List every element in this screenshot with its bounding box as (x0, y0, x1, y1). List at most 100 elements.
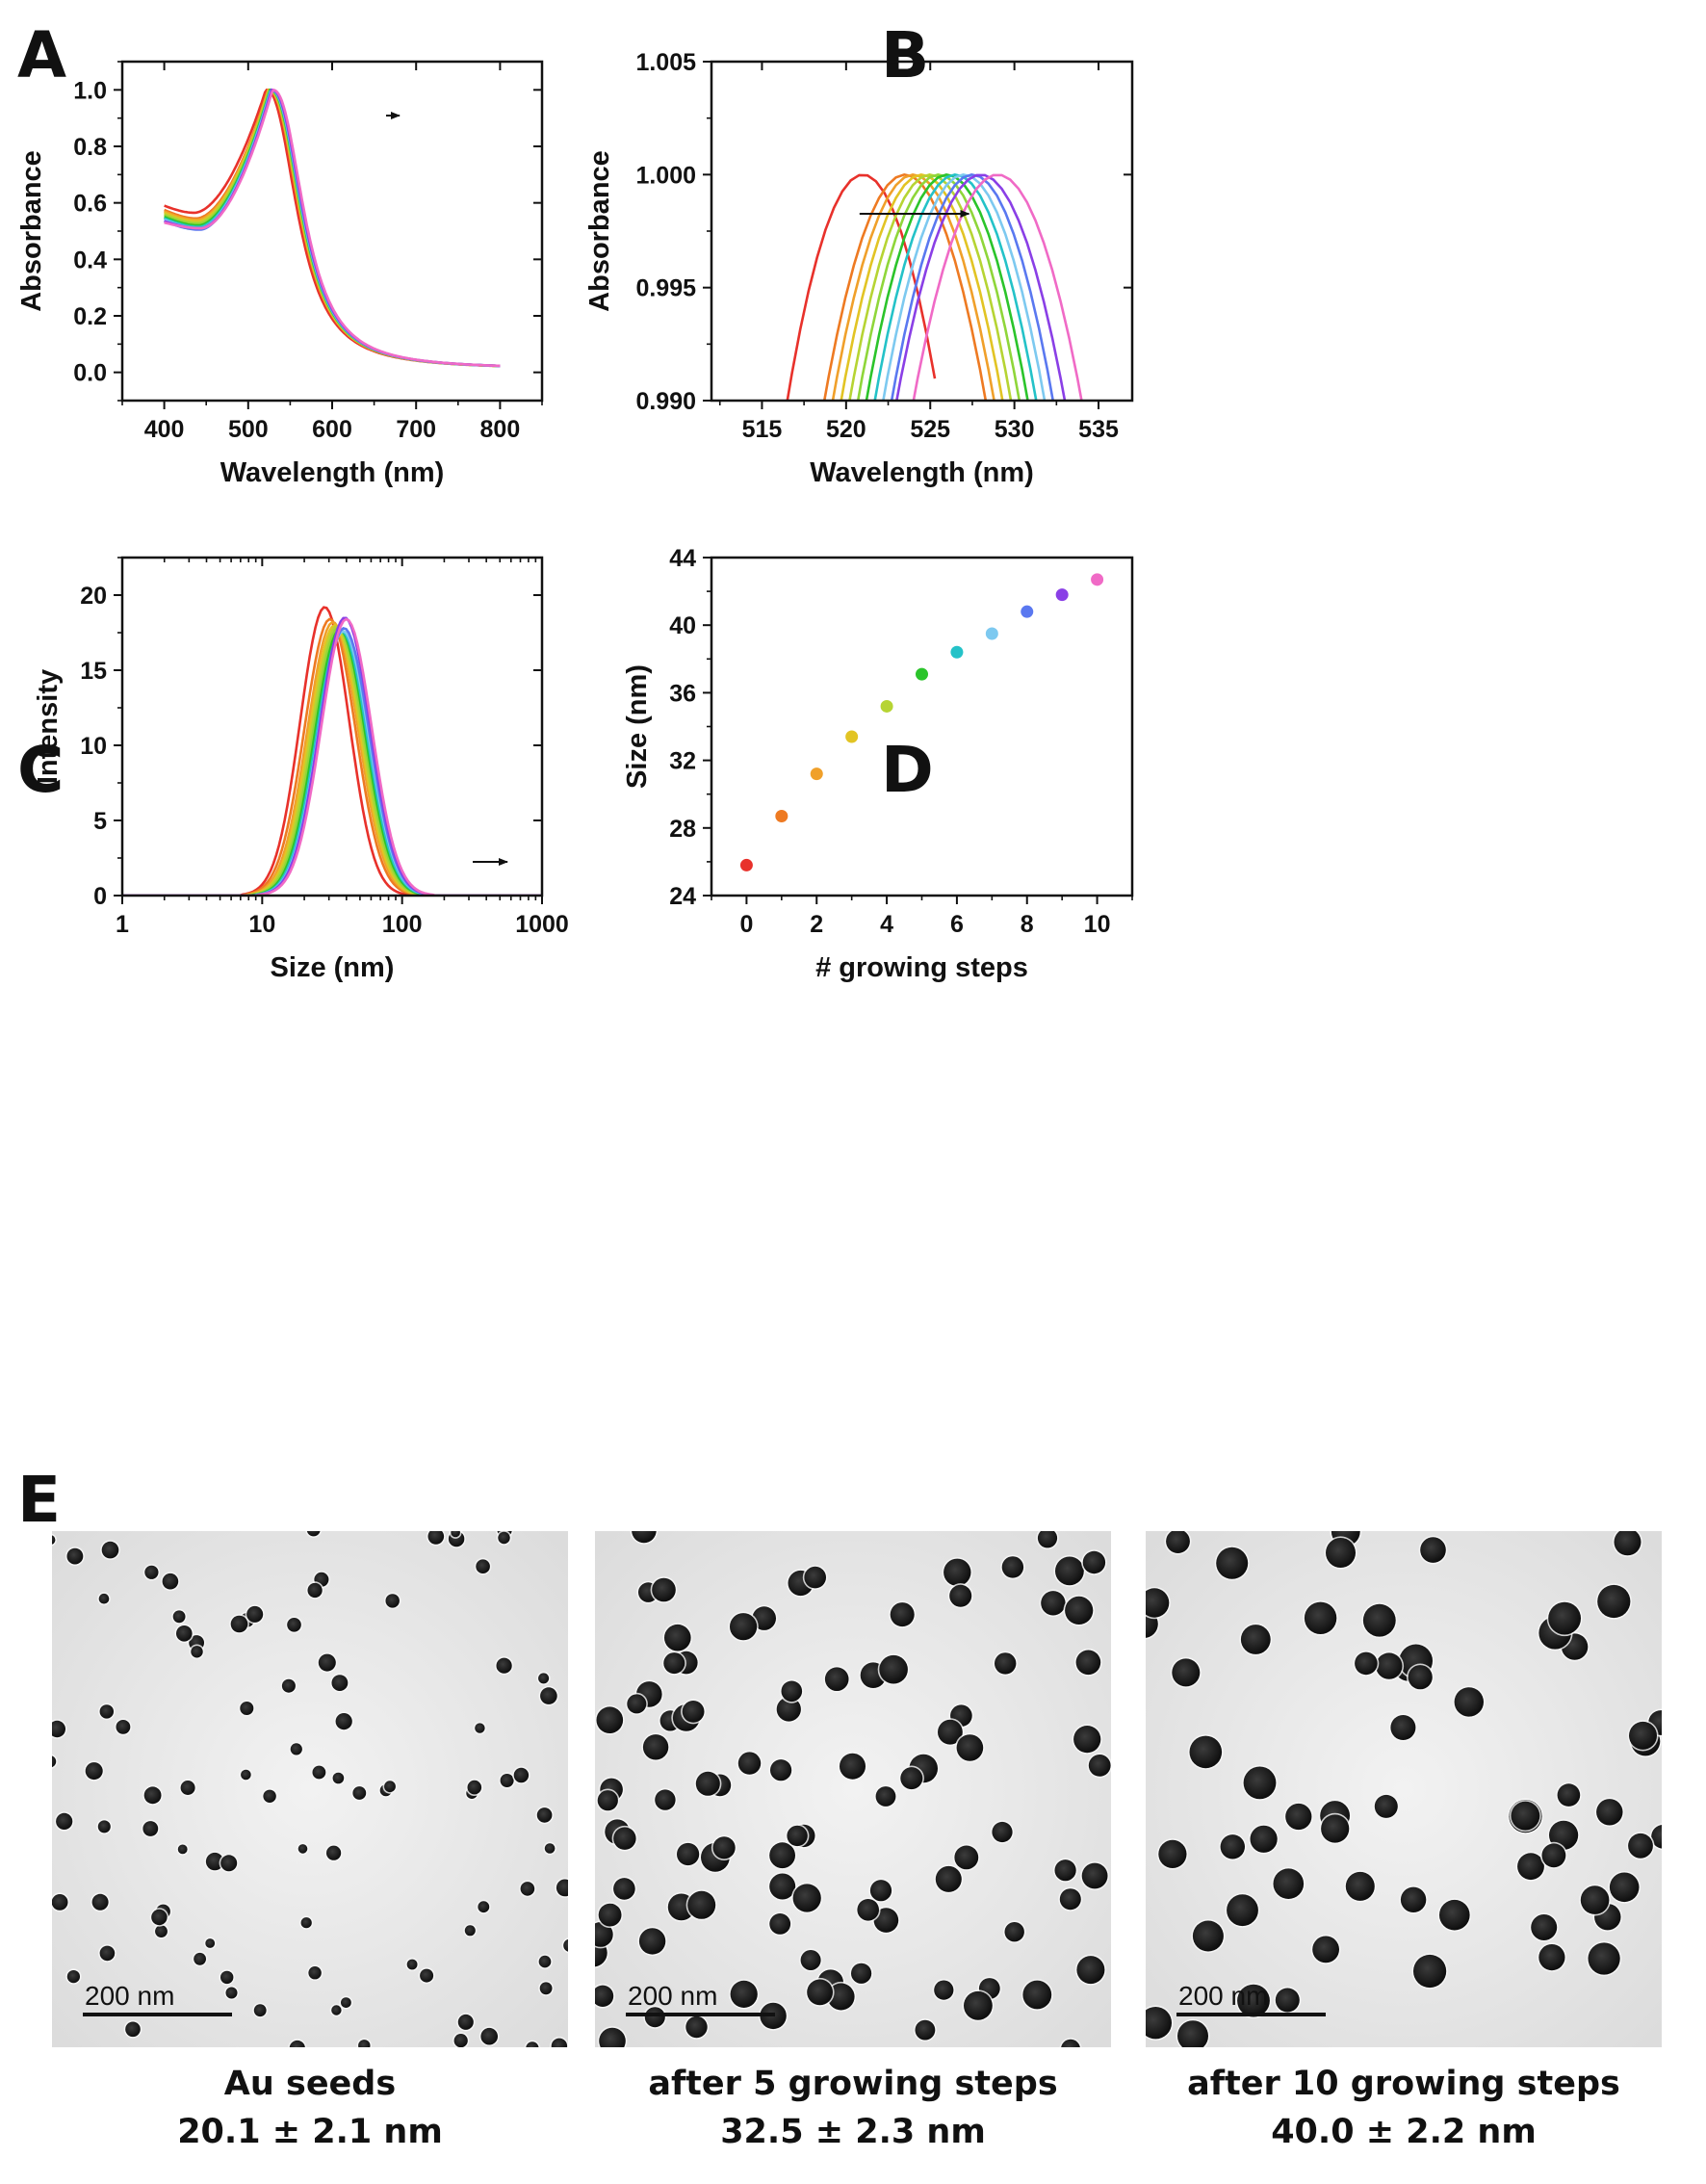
plot-data-b (786, 172, 1083, 401)
x-tick-label: 400 (144, 416, 185, 443)
nanoparticle (144, 1565, 159, 1579)
data-point (845, 730, 859, 743)
nanoparticle (1166, 1531, 1190, 1553)
nanoparticle (1022, 1980, 1052, 2010)
x-tick-label: 535 (1078, 416, 1119, 443)
nanoparticle (1376, 1652, 1403, 1679)
nanoparticle (326, 1845, 342, 1860)
nanoparticle (652, 1577, 676, 1602)
plot-data-d (739, 573, 1104, 871)
nanoparticle (1596, 1799, 1623, 1826)
nanoparticle (526, 2041, 539, 2047)
nanoparticle (655, 1789, 676, 1810)
nanoparticle (1250, 1825, 1278, 1853)
nanoparticle (1588, 1942, 1620, 1975)
x-tick-label: 520 (826, 416, 866, 443)
nanoparticle (318, 1653, 336, 1672)
spectrum-line (164, 88, 501, 368)
nanoparticle (420, 1968, 434, 1983)
nanoparticle (99, 1704, 115, 1719)
nanoparticle (1273, 1868, 1305, 1899)
nanoparticle (97, 1820, 111, 1833)
y-tick-label: 0.0 (73, 360, 107, 387)
nanoparticle (205, 1938, 216, 1948)
nanoparticle (1004, 1922, 1024, 1942)
nanoparticle (1517, 1853, 1544, 1881)
plot-data-c (122, 606, 542, 896)
spectrum-line (164, 88, 501, 368)
distribution-line (122, 626, 542, 896)
nanoparticle (1355, 1651, 1378, 1676)
nanoparticle (263, 1789, 276, 1804)
nanoparticle (769, 1913, 791, 1935)
nanoparticle (478, 1901, 490, 1913)
nanoparticle (1541, 1843, 1566, 1868)
tem-caption-line2: 20.1 ± 2.1 nm (177, 2113, 443, 2151)
nanoparticle (1609, 1872, 1640, 1903)
nanoparticle (453, 2034, 468, 2047)
nanoparticle (56, 1812, 73, 1830)
nanoparticle (664, 1624, 691, 1651)
nanoparticle (1614, 1531, 1641, 1556)
nanoparticle (556, 1879, 568, 1897)
nanoparticle (1439, 1899, 1470, 1931)
nanoparticle (840, 1753, 866, 1780)
data-point (739, 858, 753, 871)
nanoparticle (162, 1573, 179, 1590)
nanoparticle (875, 1786, 896, 1807)
nanoparticle (687, 1890, 716, 1919)
nanoparticle (306, 1531, 321, 1537)
nanoparticle (52, 1894, 68, 1911)
nanoparticle (1511, 1801, 1540, 1831)
y-tick-label: 24 (669, 883, 696, 910)
nanoparticle (1227, 1894, 1258, 1927)
nanoparticle (1189, 1735, 1223, 1769)
nanoparticle (663, 1652, 685, 1675)
nanoparticle (1345, 1871, 1375, 1901)
nanoparticle (500, 1774, 514, 1787)
data-point (880, 699, 893, 713)
x-tick-label: 1000 (515, 911, 569, 938)
nanoparticle (595, 1985, 614, 2007)
tem-caption-line1: Au seeds (224, 2065, 396, 2103)
nanoparticle (677, 1842, 700, 1866)
nanoparticle (385, 1594, 400, 1608)
y-tick-label: 44 (669, 545, 696, 572)
nanoparticle (358, 2040, 371, 2047)
nanoparticle (1304, 1601, 1337, 1635)
x-tick-label: 6 (950, 911, 964, 938)
nanoparticle (873, 1908, 899, 1933)
x-tick-label: 530 (995, 416, 1035, 443)
nanoparticle (954, 1845, 979, 1870)
nanoparticle (1075, 1650, 1101, 1676)
peak-line (912, 173, 1083, 401)
nanoparticle (476, 1559, 490, 1573)
nanoparticle (155, 1925, 168, 1937)
nanoparticle (1413, 1954, 1447, 1989)
nanoparticle (642, 1734, 669, 1760)
y-axis-title: Absorbance (16, 150, 47, 312)
nanoparticle (632, 1531, 657, 1544)
tem-caption-line1: after 10 growing steps (1187, 2065, 1620, 2103)
nanoparticle (1041, 1591, 1066, 1616)
nanoparticle (176, 1625, 193, 1642)
axis-ticks (114, 61, 543, 409)
nanoparticle (1055, 1556, 1084, 1586)
y-tick-label: 32 (669, 748, 696, 775)
x-tick-label: 600 (312, 416, 352, 443)
x-tick-label: 525 (910, 416, 950, 443)
nanoparticle (1400, 1886, 1427, 1913)
peak-line (822, 172, 988, 401)
nanoparticle (287, 1618, 301, 1632)
nanoparticle (225, 1987, 238, 1999)
nanoparticle (427, 1531, 445, 1545)
nanoparticle (467, 1780, 482, 1795)
chart-a-uv-vis-spectra: 400 500 600 700 800 0.0 0.2 0.4 0.6 0.8 1.0 Wavelen… (16, 60, 544, 488)
nanoparticle (1390, 1715, 1416, 1740)
nanoparticle (331, 2005, 342, 2015)
y-tick-label: 1.0 (73, 77, 107, 104)
nanoparticle (613, 1878, 635, 1900)
spectrum-line (164, 88, 501, 368)
nanoparticle (332, 1772, 345, 1784)
nanoparticle (85, 1762, 103, 1781)
